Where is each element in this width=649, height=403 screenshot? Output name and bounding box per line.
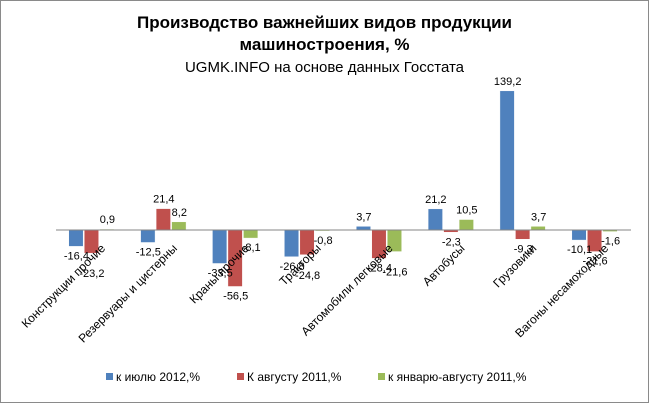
chart-title-line-1: Производство важнейших видов продукции — [136, 13, 513, 32]
value-label-1-series-3: 0,9 — [100, 214, 115, 226]
value-label-3-series-2: -56,5 — [223, 291, 248, 303]
bar-6-series-3 — [458, 219, 474, 231]
bar-6-series-1 — [427, 208, 443, 231]
value-label-4-series-2: -24,8 — [295, 270, 320, 282]
value-label-7-series-2: -9,3 — [514, 243, 533, 255]
value-label-5-series-2: -28,4 — [367, 262, 392, 274]
value-label-2-series-1: -12,5 — [136, 247, 161, 259]
bar-4-series-1 — [284, 229, 300, 258]
bar-7-series-3 — [530, 226, 546, 231]
value-label-4-series-1: -26,8 — [280, 261, 305, 273]
bar-5-series-1 — [355, 226, 371, 231]
bar-7-series-1 — [499, 90, 515, 231]
value-label-4-series-3: -0,8 — [314, 235, 333, 247]
legend-label-2: К августу 2011,% — [247, 370, 342, 384]
value-labels-group: -16,4 -23,2 0,9 -12,5 21,48,2 -33,5 -56,5 -8,1 -… — [64, 76, 620, 303]
value-label-3-series-3: -8,1 — [242, 242, 261, 254]
value-label-5-series-3: -21,6 — [382, 267, 407, 279]
legend-swatch-3 — [378, 373, 385, 380]
legend-swatch-2 — [237, 373, 244, 380]
bar-8-series-1 — [571, 229, 587, 241]
value-label-1-series-1: -16,4 — [64, 250, 89, 262]
value-label-6-series-2: -2,3 — [442, 236, 461, 248]
value-label-2-series-2: 21,4 — [153, 194, 174, 206]
legend-swatch-1 — [106, 373, 113, 380]
legend: к июлю 2012,% К августу 2011,% к январю-ав… — [106, 370, 527, 384]
bar-7-series-2 — [515, 229, 531, 240]
category-label-6: Автобусы — [420, 241, 468, 289]
bar-2-series-1 — [140, 229, 156, 243]
value-label-6-series-3: 10,5 — [456, 205, 477, 217]
value-label-3-series-1: -33,5 — [208, 268, 233, 280]
value-label-5-series-1: 3,7 — [356, 211, 371, 223]
bar-1-series-1 — [68, 229, 84, 247]
value-label-6-series-1: 21,2 — [425, 194, 446, 206]
value-label-8-series-2: -21,6 — [583, 256, 608, 268]
bar-2-series-2 — [155, 208, 171, 231]
value-label-2-series-3: 8,2 — [172, 207, 187, 219]
value-label-8-series-1: -10,1 — [567, 244, 592, 256]
bar-3-series-3 — [243, 229, 259, 239]
value-label-7-series-1: 139,2 — [494, 76, 522, 88]
value-label-1-series-2: -23,2 — [79, 268, 104, 280]
legend-label-1: к июлю 2012,% — [116, 370, 200, 384]
value-label-8-series-3: -1,6 — [601, 236, 620, 248]
legend-label-3: к январю-августу 2011,% — [388, 370, 527, 384]
chart-subtitle: UGMK.INFO на основе данных Госстата — [184, 59, 465, 76]
value-label-7-series-3: 3,7 — [531, 211, 546, 223]
bar-2-series-3 — [171, 221, 187, 231]
chart-title-line-2: машиностроения, % — [239, 35, 410, 54]
